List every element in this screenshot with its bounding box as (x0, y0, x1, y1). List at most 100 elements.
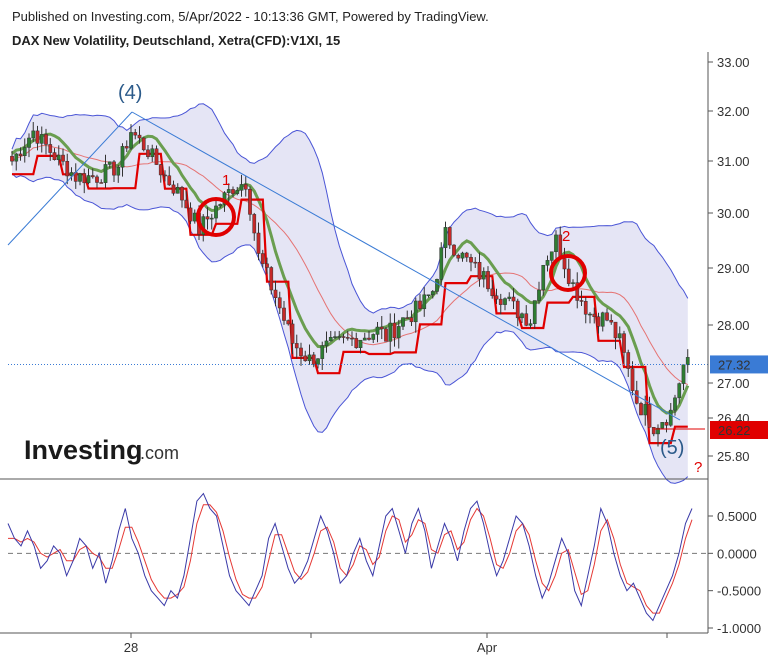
candle-body (596, 316, 601, 327)
candle-body (443, 227, 448, 248)
y-tick-label: 30.00 (717, 206, 750, 221)
candle-body (150, 148, 155, 158)
candle-body (435, 279, 439, 292)
candle-body (503, 298, 507, 305)
candle-body (235, 190, 240, 194)
osc-tick-label: 0.5000 (717, 509, 757, 524)
candle-body (350, 337, 354, 340)
annotation-wave: (5) (660, 437, 684, 459)
candle-body (456, 254, 461, 259)
candle-body (371, 334, 376, 340)
candle-body (566, 268, 571, 284)
candle-body (107, 161, 112, 165)
candle-body (524, 313, 529, 326)
oscillator-signal-line (8, 504, 693, 614)
candle-body (681, 364, 686, 384)
candle-body (214, 205, 218, 219)
logo-suffix: .com (140, 443, 179, 463)
candle-body (56, 154, 61, 161)
candle-body (592, 313, 597, 317)
y-tick-label: 33.00 (717, 55, 750, 70)
candle-body (90, 175, 95, 178)
candle-body (439, 247, 444, 280)
candle-body (290, 323, 295, 344)
candle-body (337, 336, 342, 338)
red-stop-line (12, 152, 688, 445)
candle-body (129, 132, 133, 149)
candle-body (384, 328, 388, 342)
candle-body (180, 186, 184, 201)
candle-body (294, 343, 299, 349)
osc-tick-label: -0.5000 (717, 584, 761, 599)
candle-body (447, 227, 452, 246)
candle-body (528, 323, 533, 326)
candle-body (252, 214, 257, 234)
last-price-badge (710, 355, 768, 374)
candle-body (647, 404, 652, 428)
candle-body (141, 137, 146, 151)
candle-body (392, 322, 397, 339)
candle-body (341, 336, 346, 338)
y-tick-label: 28.00 (717, 318, 750, 333)
candle-body (562, 258, 567, 270)
marker-price-badge (710, 421, 768, 439)
candle-body (486, 271, 490, 290)
candle-body (112, 161, 116, 176)
candle-body (656, 427, 660, 435)
candle-body (541, 265, 546, 291)
candle-body (413, 300, 418, 323)
candle-body (44, 134, 48, 145)
candle-body (303, 355, 308, 362)
highlight-circle-1 (196, 197, 236, 237)
candle-body (358, 339, 363, 348)
candle-body (260, 253, 265, 265)
candle-body (282, 307, 286, 321)
candle-body (205, 216, 210, 220)
candle-body (231, 189, 235, 194)
highlight-circle-2 (549, 254, 587, 292)
candle-body (99, 182, 104, 184)
y-tick-label: 29.00 (717, 261, 750, 276)
candle-body (116, 166, 121, 176)
candle-body (549, 251, 554, 261)
osc-tick-label: 0.0000 (717, 546, 757, 561)
candle-body (133, 132, 138, 136)
candle-body (409, 317, 414, 323)
candle-body (379, 326, 384, 330)
candle-body (243, 184, 248, 190)
candle-body (320, 345, 325, 359)
candle-body (426, 294, 431, 297)
x-tick-label: Apr (477, 640, 498, 655)
candle-body (430, 291, 435, 296)
candle-body (651, 426, 656, 435)
candle-body (537, 289, 541, 301)
candle-body (86, 175, 91, 184)
candle-body (27, 137, 31, 148)
candle-body (61, 154, 65, 162)
candle-body (95, 176, 99, 183)
candle-body (630, 368, 635, 391)
y-tick-label: 27.00 (717, 376, 750, 391)
x-tick-label: 28 (124, 640, 138, 655)
candle-body (494, 295, 499, 300)
candle-body (65, 161, 70, 177)
annotation-marker: 2 (562, 228, 570, 245)
candle-body (545, 260, 550, 266)
candles (10, 122, 690, 447)
candle-body (668, 409, 673, 426)
candle-body (422, 294, 427, 310)
candle-body (256, 232, 261, 254)
candle-body (307, 354, 312, 362)
marker-price-label: 26.22 (718, 423, 751, 438)
candle-body (571, 282, 575, 284)
candle-body (401, 317, 405, 327)
candle-body (218, 204, 223, 207)
candle-body (52, 152, 57, 161)
candle-body (158, 164, 163, 176)
bollinger-lower (11, 173, 689, 484)
candle-body (362, 337, 367, 341)
candle-body (507, 296, 512, 299)
candle-body (588, 313, 592, 316)
annotation-marker: ? (694, 459, 702, 476)
